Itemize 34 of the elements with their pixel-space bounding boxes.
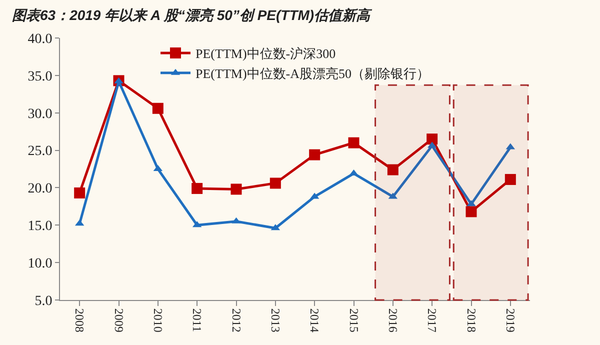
y-tick-label: 25.0 bbox=[28, 144, 52, 160]
x-tick-label: 2019 bbox=[504, 308, 518, 332]
point bbox=[309, 149, 320, 160]
point bbox=[348, 137, 360, 148]
point bbox=[426, 134, 438, 145]
point bbox=[230, 184, 242, 195]
x-tick-label: 2012 bbox=[229, 308, 244, 332]
point bbox=[270, 178, 281, 189]
x-tick-label: 2011 bbox=[190, 308, 204, 332]
point bbox=[387, 164, 398, 176]
y-tick-label: 30.0 bbox=[28, 106, 52, 122]
point bbox=[504, 174, 516, 185]
y-tick-label: 5.0 bbox=[34, 294, 52, 309]
x-tick-label: 2015 bbox=[346, 308, 361, 332]
legend-label: PE(TTM)中位数-A股漂亮50（剔除银行） bbox=[196, 66, 430, 81]
y-tick-label: 10.0 bbox=[28, 256, 52, 272]
y-tick-label: 40.0 bbox=[28, 32, 52, 47]
x-tick-label: 2018 bbox=[464, 308, 478, 332]
point bbox=[192, 182, 203, 194]
y-tick-label: 35.0 bbox=[28, 69, 52, 84]
x-tick-label: 2016 bbox=[386, 308, 400, 332]
x-tick-label: 2008 bbox=[72, 308, 87, 332]
point bbox=[74, 187, 86, 198]
y-tick-label: 20.0 bbox=[28, 182, 52, 197]
x-tick-label: 2014 bbox=[308, 308, 322, 332]
x-tick-label: 2017 bbox=[425, 308, 440, 332]
x-tick-label: 2013 bbox=[268, 308, 283, 332]
chart-title: 图表63：2019 年以来 A 股“漂亮 50”创 PE(TTM)估值新高 bbox=[12, 7, 374, 24]
legend-label: PE(TTM)中位数-沪深300 bbox=[196, 46, 336, 62]
x-tick-label: 2009 bbox=[112, 308, 126, 332]
point bbox=[152, 102, 164, 114]
x-tick-label: 2010 bbox=[151, 308, 166, 332]
y-tick-label: 15.0 bbox=[28, 219, 52, 234]
point bbox=[466, 206, 477, 218]
